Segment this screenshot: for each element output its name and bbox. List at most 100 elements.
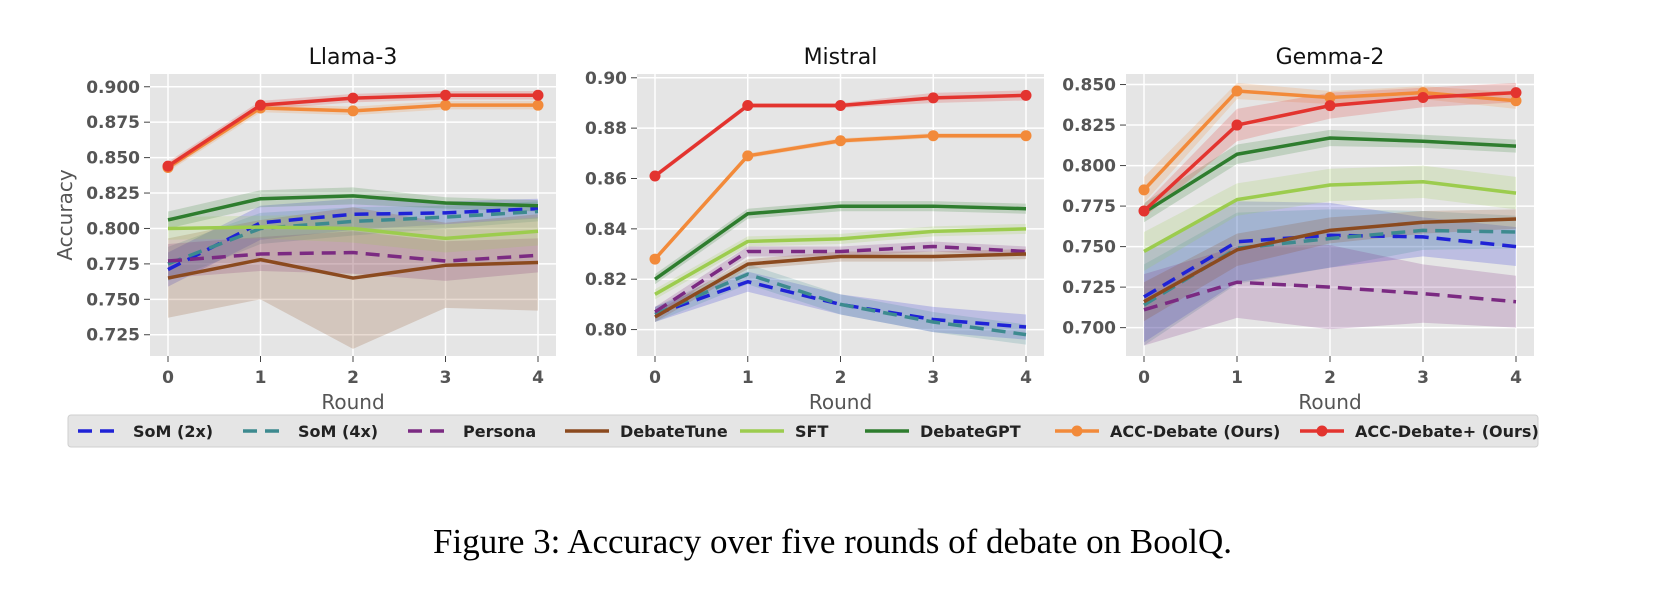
x-tick-label: 1 bbox=[255, 368, 267, 388]
series-line-debategpt bbox=[653, 204, 1027, 281]
legend-label-accplus: ACC-Debate+ (Ours) bbox=[1355, 422, 1539, 441]
data-point-acc bbox=[440, 99, 451, 111]
x-tick-label: 0 bbox=[162, 368, 174, 388]
y-tick-label: 0.86 bbox=[585, 169, 627, 189]
data-point-accplus bbox=[1324, 100, 1336, 112]
x-tick-label: 3 bbox=[927, 368, 939, 388]
y-tick-label: 0.725 bbox=[1062, 278, 1116, 298]
x-axis-label: Round bbox=[1298, 390, 1361, 414]
data-point-accplus bbox=[162, 160, 174, 172]
data-point-accplus bbox=[347, 92, 359, 104]
data-point-acc bbox=[1324, 92, 1336, 103]
band-persona bbox=[1144, 244, 1516, 346]
chart-title: Llama-3 bbox=[309, 45, 398, 70]
chart-panel-0: 0.725 0.750 0.775 0.800 0.825 0.850 0.875 0.900… bbox=[53, 45, 556, 414]
legend-frame bbox=[67, 414, 1539, 448]
band-persona bbox=[168, 231, 538, 281]
y-tick-label: 0.825 bbox=[86, 184, 140, 204]
band-debategpt bbox=[655, 201, 1026, 285]
x-tick-label: 2 bbox=[1324, 368, 1336, 388]
y-tick-label: 0.825 bbox=[1062, 116, 1116, 136]
data-point-acc bbox=[742, 150, 754, 162]
x-tick-label: 2 bbox=[347, 368, 359, 388]
legend-label-debategpt: DebateGPT bbox=[920, 422, 1021, 441]
series-line-debategpt bbox=[1143, 136, 1517, 215]
series-line-som4 bbox=[167, 209, 539, 266]
data-point-acc bbox=[1231, 85, 1243, 97]
y-tick-label: 0.850 bbox=[1062, 76, 1116, 96]
y-tick-label: 0.700 bbox=[1062, 319, 1116, 339]
series-line-persona bbox=[1143, 280, 1517, 312]
band-accplus bbox=[1144, 82, 1516, 218]
x-tick-label: 0 bbox=[1138, 368, 1150, 388]
data-point-accplus bbox=[255, 99, 266, 111]
legend-marker-acc bbox=[1071, 425, 1083, 437]
y-tick-label: 0.850 bbox=[86, 149, 140, 169]
series-line-som2 bbox=[654, 279, 1027, 329]
y-tick-label: 0.900 bbox=[86, 78, 140, 98]
x-tick-label: 1 bbox=[742, 368, 754, 388]
figure-caption: Figure 3: Accuracy over five rounds of d… bbox=[433, 522, 1232, 561]
legend: SoM (2x) SoM (4x) Persona DebateTune SFT Deba… bbox=[67, 414, 1539, 448]
y-axis-label: Accuracy bbox=[53, 169, 77, 260]
band-sft bbox=[1144, 165, 1516, 271]
x-tick-label: 4 bbox=[1020, 368, 1032, 388]
y-tick-label: 0.82 bbox=[585, 270, 627, 290]
y-tick-label: 0.800 bbox=[86, 219, 140, 239]
x-tick-label: 3 bbox=[1417, 368, 1429, 388]
data-point-accplus bbox=[1231, 119, 1243, 131]
data-point-acc bbox=[649, 253, 661, 265]
data-point-acc bbox=[1138, 184, 1150, 196]
data-point-accplus bbox=[742, 99, 754, 111]
y-tick-label: 0.750 bbox=[86, 290, 140, 310]
band-som4 bbox=[168, 201, 538, 281]
data-point-accplus bbox=[1510, 87, 1522, 99]
legend-label-persona: Persona bbox=[463, 422, 536, 441]
x-tick-label: 0 bbox=[649, 368, 661, 388]
data-point-acc bbox=[532, 99, 544, 111]
series-line-debatetune bbox=[167, 257, 539, 280]
y-tick-label: 0.80 bbox=[585, 321, 627, 341]
band-accplus bbox=[168, 91, 538, 171]
series-line-debatetune bbox=[1143, 217, 1517, 304]
series-line-sft bbox=[654, 227, 1027, 296]
x-axis-label: Round bbox=[809, 390, 872, 414]
x-tick-label: 1 bbox=[1231, 368, 1243, 388]
y-tick-label: 0.775 bbox=[1062, 197, 1116, 217]
y-tick-label: 0.725 bbox=[86, 326, 140, 346]
legend-marker-accplus bbox=[1316, 425, 1328, 437]
y-tick-label: 0.88 bbox=[585, 119, 627, 139]
data-point-acc bbox=[1020, 130, 1032, 142]
legend-label-acc: ACC-Debate (Ours) bbox=[1110, 422, 1280, 441]
legend-label-som2: SoM (2x) bbox=[133, 422, 213, 441]
chart-title: Mistral bbox=[804, 45, 878, 70]
series-line-debategpt bbox=[167, 194, 539, 222]
chart-panel-2: 0.700 0.725 0.750 0.775 0.800 0.825 0.850 0 1 2 3 4… bbox=[1062, 45, 1534, 414]
band-som2 bbox=[168, 198, 538, 287]
data-point-accplus bbox=[440, 89, 451, 101]
x-tick-label: 4 bbox=[532, 368, 544, 388]
data-point-acc bbox=[927, 130, 939, 142]
data-point-accplus bbox=[927, 92, 939, 104]
x-tick-label: 4 bbox=[1510, 368, 1522, 388]
legend-label-som4: SoM (4x) bbox=[298, 422, 378, 441]
data-point-accplus bbox=[532, 89, 544, 101]
y-tick-label: 0.84 bbox=[585, 220, 627, 240]
x-tick-label: 2 bbox=[835, 368, 847, 388]
data-point-acc bbox=[347, 105, 359, 117]
y-tick-label: 0.875 bbox=[86, 113, 140, 133]
data-point-accplus bbox=[649, 170, 661, 182]
series-line-sft bbox=[1143, 180, 1517, 253]
chart-title: Gemma-2 bbox=[1276, 45, 1385, 70]
series-line-persona bbox=[167, 250, 539, 263]
series-line-som4 bbox=[654, 272, 1027, 337]
legend-label-debatetune: DebateTune bbox=[620, 422, 728, 441]
series-line-som2 bbox=[1143, 233, 1517, 299]
data-point-accplus bbox=[1138, 205, 1150, 217]
y-tick-label: 0.775 bbox=[86, 255, 140, 275]
data-point-acc bbox=[835, 135, 846, 147]
legend-label-sft: SFT bbox=[795, 422, 828, 441]
data-point-accplus bbox=[1020, 89, 1032, 101]
y-tick-label: 0.800 bbox=[1062, 157, 1116, 177]
series-line-debatetune bbox=[654, 252, 1027, 319]
